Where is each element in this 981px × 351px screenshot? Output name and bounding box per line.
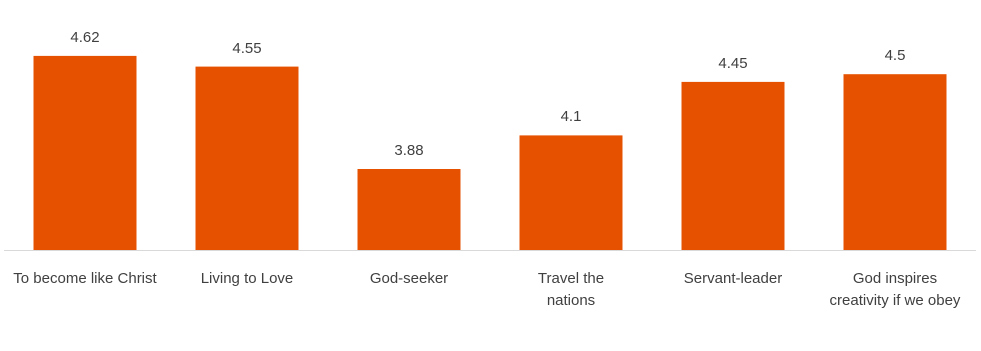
bar-4 [519,135,623,250]
bar-value-label-5: 4.45 [718,54,748,72]
bar-2 [195,66,299,250]
category-label-3: God-seeker [369,270,449,287]
bars-group [33,55,947,251]
category-label-6: God inspires creativity if we obey [829,270,961,309]
bar-1 [33,55,137,251]
bar-3 [357,169,461,250]
bar-value-label-2: 4.55 [232,39,262,57]
bar-value-label-6: 4.5 [884,47,906,65]
category-label-5: Servant-leader [683,270,783,287]
category-label-4: Travel the nations [537,270,605,309]
bar-5 [681,81,785,251]
bar-value-label-3: 3.88 [394,141,424,159]
category-label-2: Living to Love [200,270,294,287]
bar-value-label-1: 4.62 [70,28,100,46]
category-label-1: To become like Christ [13,270,157,287]
bar-value-label-4: 4.1 [560,108,582,126]
bar-6 [843,74,947,250]
